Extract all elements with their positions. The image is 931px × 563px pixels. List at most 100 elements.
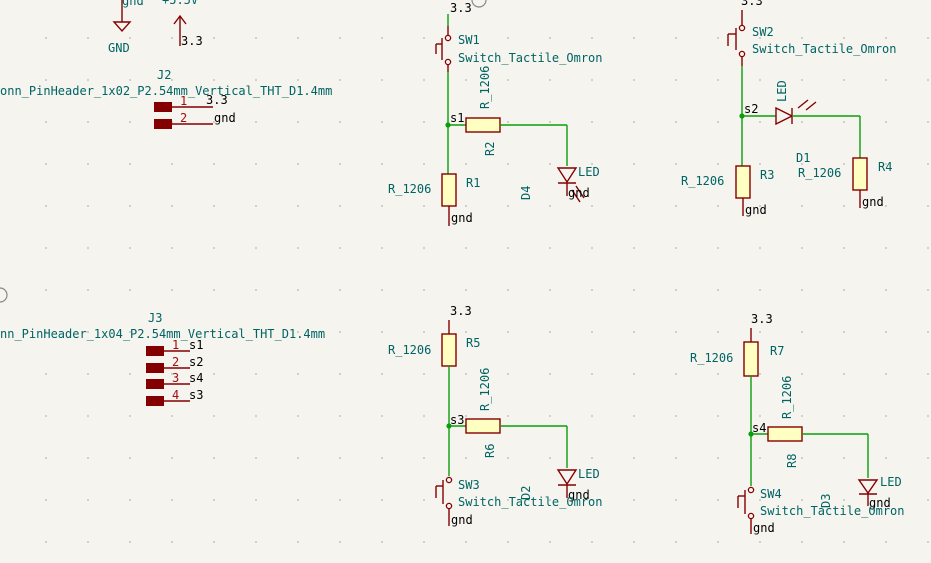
connector-j3[interactable]: J3 nn_PinHeader_1x04_P2.54mm_Vertical_TH…	[0, 311, 325, 406]
grid-dot	[87, 499, 89, 501]
grid-dot	[423, 289, 425, 291]
grid-dot	[843, 79, 845, 81]
connector-j2[interactable]: J2 onn_PinHeader_1x02_P2.54mm_Vertical_T…	[0, 68, 332, 129]
grid-dot	[339, 121, 341, 123]
grid-dot	[927, 289, 929, 291]
grid-dot	[759, 415, 761, 417]
grid-dot	[423, 247, 425, 249]
grid-dot	[549, 205, 551, 207]
sw3-gnd: gnd	[451, 513, 473, 527]
grid-dot	[801, 499, 803, 501]
grid-dot	[297, 37, 299, 39]
grid-dot	[633, 163, 635, 165]
grid-dot	[339, 331, 341, 333]
grid-dot	[843, 163, 845, 165]
grid-dot	[633, 79, 635, 81]
grid-dot	[255, 415, 257, 417]
circuit-block-sw4[interactable]: 3.3 R_1206 R7 s4 R_1206 R8 LED D3 gnd SW…	[690, 312, 905, 535]
grid-dot	[549, 457, 551, 459]
grid-dot	[717, 121, 719, 123]
grid-dot	[549, 373, 551, 375]
grid-dot	[801, 121, 803, 123]
r5-value: R_1206	[388, 343, 431, 357]
grid-dot	[843, 121, 845, 123]
r6-value: R_1206	[478, 368, 492, 411]
circuit-block-sw2[interactable]: 3.3 SW2 Switch_Tactile_Omron s2 LED D1 R…	[681, 0, 897, 217]
grid-dot	[549, 499, 551, 501]
grid-dot	[381, 499, 383, 501]
r6-ref: R6	[483, 444, 497, 458]
grid-dot	[45, 541, 47, 543]
grid-dot	[45, 499, 47, 501]
grid-dot	[213, 499, 215, 501]
grid-dot	[297, 205, 299, 207]
circuit-block-sw3[interactable]: 3.3 R_1206 R5 s3 R_1206 R6 LED D2 gnd SW…	[388, 304, 603, 527]
grid-dot	[507, 247, 509, 249]
j3-pin3-num: 3	[172, 371, 179, 385]
grid-dot	[213, 373, 215, 375]
grid-dot	[171, 457, 173, 459]
grid-dot	[549, 247, 551, 249]
grid-dot	[213, 37, 215, 39]
grid-dot	[129, 457, 131, 459]
grid-dot	[87, 289, 89, 291]
grid-dot	[381, 457, 383, 459]
grid-dot	[801, 163, 803, 165]
grid-dot	[45, 415, 47, 417]
grid-dot	[549, 163, 551, 165]
grid-dot	[633, 205, 635, 207]
grid-dot	[171, 205, 173, 207]
grid-dot	[45, 37, 47, 39]
grid-dot	[843, 415, 845, 417]
grid-dot	[423, 37, 425, 39]
grid-dot	[381, 541, 383, 543]
grid-dot	[801, 37, 803, 39]
grid-dot	[129, 121, 131, 123]
sw1-vcc-label: 3.3	[450, 1, 472, 15]
d1-ref: D1	[796, 151, 810, 165]
grid-dot	[549, 121, 551, 123]
grid-dot	[297, 373, 299, 375]
grid-dot	[255, 499, 257, 501]
grid-dot	[843, 205, 845, 207]
grid-dot	[885, 289, 887, 291]
grid-dot	[507, 499, 509, 501]
grid-dot	[339, 37, 341, 39]
grid-dot	[759, 457, 761, 459]
grid-dot	[339, 457, 341, 459]
grid-dot	[45, 205, 47, 207]
d4-gnd: gnd	[568, 186, 590, 200]
d2-value: LED	[578, 467, 600, 481]
grid-dot	[87, 457, 89, 459]
grid-dot	[843, 499, 845, 501]
v33-power-symbol[interactable]: 3.3 +5.5V	[162, 0, 203, 48]
grid-dot	[129, 205, 131, 207]
grid-dot	[213, 415, 215, 417]
grid-dot	[675, 163, 677, 165]
grid-dot	[801, 541, 803, 543]
grid-dot	[843, 373, 845, 375]
grid-dot	[801, 79, 803, 81]
grid-dot	[297, 331, 299, 333]
grid-dot	[87, 79, 89, 81]
grid-dot	[255, 289, 257, 291]
grid-dot	[381, 289, 383, 291]
r3-ref: R3	[760, 168, 774, 182]
j3-pin2-num: 2	[172, 355, 179, 369]
grid-dot	[129, 331, 131, 333]
grid-dot	[549, 289, 551, 291]
circuit-block-sw1[interactable]: 3.3 SW1 Switch_Tactile_Omron s1 R_1206 R…	[388, 1, 603, 226]
sw4-vcc-label: 3.3	[751, 312, 773, 326]
grid-dot	[423, 121, 425, 123]
grid-dot	[675, 121, 677, 123]
grid-dot	[255, 121, 257, 123]
grid-dot	[45, 121, 47, 123]
j3-footprint: nn_PinHeader_1x04_P2.54mm_Vertical_THT_D…	[0, 327, 325, 341]
grid-dot	[423, 373, 425, 375]
gnd-power-symbol[interactable]: GND gnd	[108, 0, 144, 55]
grid-dot	[423, 205, 425, 207]
grid-dot	[171, 289, 173, 291]
grid-dot	[45, 163, 47, 165]
